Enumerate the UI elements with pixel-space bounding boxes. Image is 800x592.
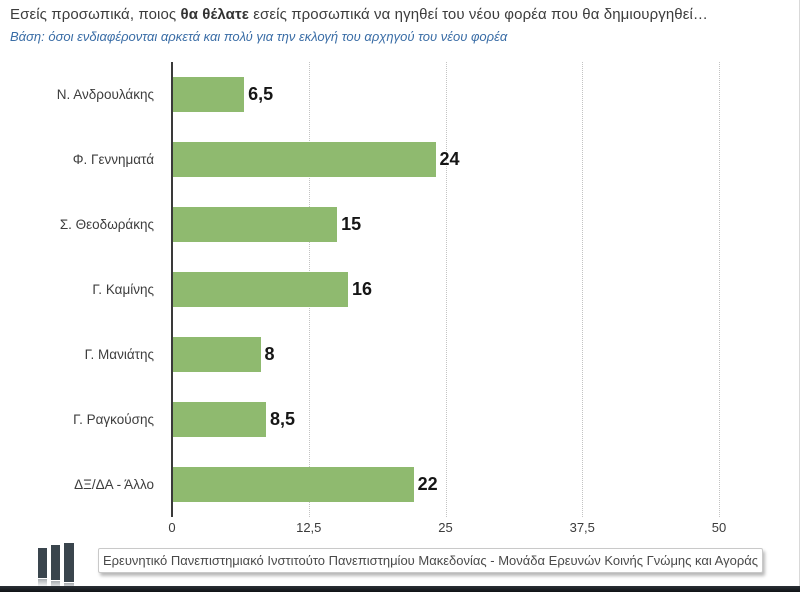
category-label: Ν. Ανδρουλάκης (56, 87, 154, 102)
bar-row: Γ. Ραγκούσης 8,5 (0, 387, 800, 452)
category-label: ΔΞ/ΔΑ - Άλλο (74, 477, 154, 492)
bar (173, 272, 349, 307)
gridline (445, 62, 447, 517)
bar (173, 142, 436, 177)
bar (173, 337, 261, 372)
x-tick-label: 37,5 (569, 520, 595, 535)
logo-reflection (51, 581, 60, 589)
bar-row: ΔΞ/ΔΑ - Άλλο 22 (0, 452, 800, 517)
bar (173, 207, 338, 242)
logo-bar-icon (38, 548, 47, 578)
page-title: Εσείς προσωπικά, ποιος θα θέλατε εσείς π… (10, 6, 790, 23)
x-tick-label: 12,5 (296, 520, 322, 535)
y-axis-line (171, 62, 173, 517)
gridline (719, 62, 720, 517)
category-label: Γ. Ραγκούσης (73, 412, 154, 427)
bar (173, 402, 266, 437)
x-tick-label: 0 (168, 520, 176, 535)
category-label: Φ. Γεννηματά (72, 152, 154, 167)
base-note: Βάση: όσοι ενδιαφέρονται αρκετά και πολύ… (10, 29, 508, 44)
bar-row: Φ. Γεννηματά 24 (0, 127, 800, 192)
value-label: 24 (439, 149, 460, 169)
value-label: 8 (264, 344, 275, 364)
horizontal-bar-chart: Ν. Ανδρουλάκης 6,5 Φ. Γεννηματά 24 Σ. Θεοδωρ… (0, 62, 800, 540)
category-label: Γ. Καμίνης (92, 282, 154, 297)
bar-row: Γ. Μανιάτης 8 (0, 322, 800, 387)
bar (173, 77, 245, 112)
bar (173, 467, 414, 502)
title-bold-emphasis: θα θέλατε (180, 6, 249, 23)
value-label: 15 (341, 214, 362, 234)
value-label: 8,5 (269, 409, 296, 429)
logo-reflection (38, 579, 47, 587)
value-label: 16 (352, 279, 373, 299)
bottom-edge-bar (0, 586, 800, 592)
bar-row: Σ. Θεοδωράκης 15 (0, 192, 800, 257)
logo-bar-icon (51, 545, 60, 580)
title-prefix: Εσείς προσωπικά, ποιος (10, 6, 181, 23)
bar-row: Ν. Ανδρουλάκης 6,5 (0, 62, 800, 127)
x-tick-label: 25 (438, 520, 453, 535)
value-label: 22 (417, 474, 438, 494)
gridline (582, 62, 584, 517)
title-suffix: εσείς προσωπικά να ηγηθεί του νέου φορέα… (248, 6, 709, 23)
category-label: Γ. Μανιάτης (84, 347, 154, 362)
category-label: Σ. Θεοδωράκης (59, 217, 154, 232)
value-label: 6,5 (248, 84, 274, 104)
bar-row: Γ. Καμίνης 16 (0, 257, 800, 322)
logo-bar-icon (64, 543, 74, 582)
x-tick-label: 50 (711, 520, 727, 535)
source-attribution: Ερευνητικό Πανεπιστημιακό Ινστιτούτο Παν… (98, 548, 763, 573)
